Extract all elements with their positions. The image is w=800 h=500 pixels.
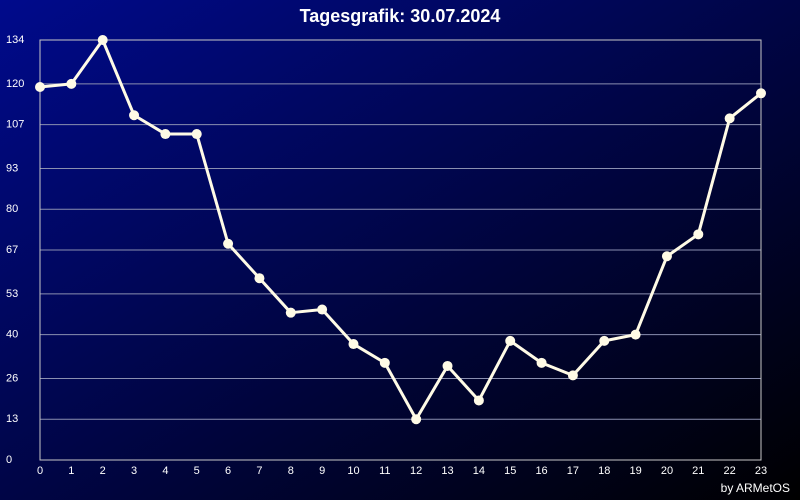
y-tick-label: 67	[6, 244, 18, 256]
data-point	[317, 304, 328, 315]
x-tick-label: 21	[692, 465, 704, 477]
x-tick-label: 3	[131, 465, 137, 477]
footer: by ARMetOS	[721, 481, 790, 495]
data-point	[442, 360, 453, 371]
x-tick-label: 11	[379, 465, 390, 477]
data-point	[505, 335, 516, 346]
x-tick-label: 2	[100, 465, 106, 477]
data-point	[191, 129, 202, 140]
data-point	[693, 229, 704, 240]
plot-border	[39, 39, 762, 461]
data-point	[160, 129, 171, 140]
data-point	[66, 78, 77, 89]
data-point	[536, 357, 547, 368]
x-tick-label: 5	[194, 465, 200, 477]
data-point	[254, 273, 265, 284]
y-tick-label: 120	[6, 78, 24, 90]
x-tick-label: 13	[441, 465, 453, 477]
data-point	[285, 307, 296, 318]
y-tick-label: 26	[6, 372, 18, 384]
data-line	[39, 38, 762, 421]
data-point	[223, 238, 234, 249]
x-tick-label: 20	[661, 465, 673, 477]
data-point	[348, 339, 359, 350]
y-tick-label: 80	[6, 203, 18, 215]
data-point	[630, 329, 641, 340]
x-tick-label: 0	[37, 465, 43, 477]
x-tick-label: 18	[598, 465, 610, 477]
x-tick-label: 15	[504, 465, 516, 477]
x-tick-label: 19	[629, 465, 641, 477]
data-point	[661, 251, 672, 262]
x-tick-label: 14	[473, 465, 485, 477]
y-tick-label: 93	[6, 162, 18, 174]
data-point	[724, 113, 735, 124]
data-point	[379, 357, 390, 368]
x-tick-label: 17	[567, 465, 579, 477]
x-tick-label: 1	[68, 465, 74, 477]
y-tick-label: 13	[6, 413, 18, 425]
data-point	[756, 88, 766, 99]
y-tick-label: 0	[6, 454, 12, 466]
x-tick-label: 8	[288, 465, 294, 477]
data-point	[129, 110, 140, 121]
x-tick-label: 23	[755, 465, 767, 477]
data-point	[473, 395, 484, 406]
x-tick-label: 7	[256, 465, 262, 477]
x-tick-label: 10	[347, 465, 359, 477]
x-tick-label: 22	[724, 465, 736, 477]
y-tick-label: 134	[6, 34, 24, 46]
x-tick-label: 16	[535, 465, 547, 477]
x-tick-label: 9	[319, 465, 325, 477]
data-point	[599, 335, 610, 346]
chart-title: Tagesgrafik: 30.07.2024	[300, 6, 501, 26]
y-tick-label: 40	[6, 329, 18, 341]
x-tick-label: 6	[225, 465, 231, 477]
y-tick-label: 53	[6, 288, 18, 300]
data-point	[411, 414, 422, 425]
x-tick-label: 12	[410, 465, 422, 477]
data-point	[567, 370, 578, 381]
y-tick-label: 107	[6, 119, 24, 131]
data-point	[97, 35, 108, 45]
x-tick-label: 4	[162, 465, 168, 477]
data-point	[35, 82, 45, 93]
